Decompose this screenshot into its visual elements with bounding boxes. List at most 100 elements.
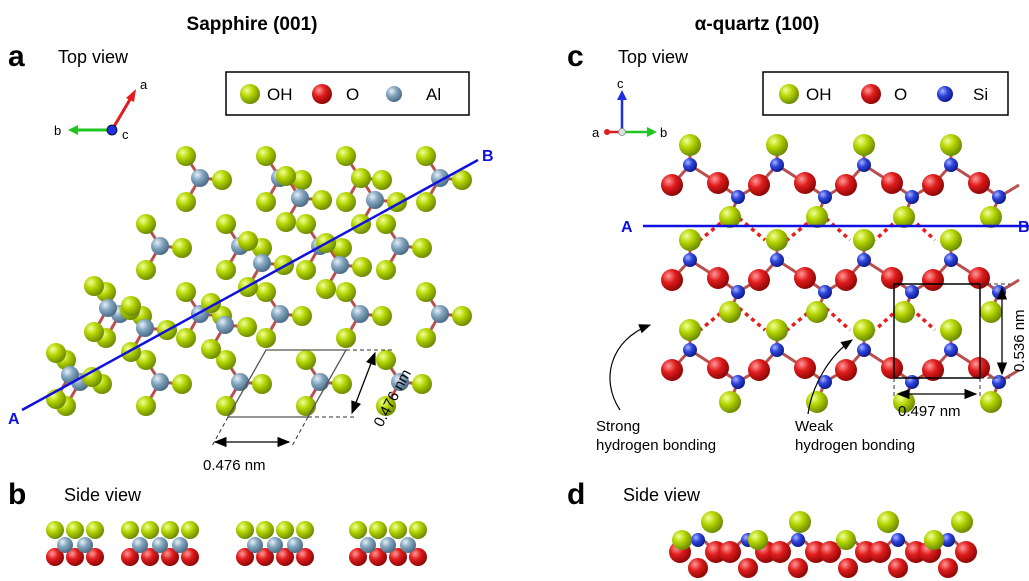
oh-atom bbox=[853, 229, 875, 251]
o-atom bbox=[707, 357, 729, 379]
o-atom bbox=[748, 359, 770, 381]
si-atom bbox=[683, 253, 697, 267]
o-atom bbox=[968, 172, 990, 194]
oh-atom bbox=[66, 521, 84, 539]
si-atom bbox=[791, 533, 805, 547]
oh-atom bbox=[256, 146, 276, 166]
al-atom bbox=[152, 537, 168, 553]
oh-atom bbox=[276, 166, 296, 186]
o-atom bbox=[661, 359, 683, 381]
si-atom bbox=[857, 253, 871, 267]
oh-atom bbox=[296, 396, 316, 416]
oh-atom bbox=[332, 374, 352, 394]
al-atom bbox=[191, 169, 209, 187]
oh-atom bbox=[296, 260, 316, 280]
oh-atom bbox=[924, 530, 944, 550]
panel-label-b: b bbox=[8, 478, 26, 511]
al-atom bbox=[61, 366, 79, 384]
al-atom bbox=[57, 537, 73, 553]
al-atom bbox=[99, 299, 117, 317]
oh-atom bbox=[766, 229, 788, 251]
o-atom bbox=[968, 357, 990, 379]
legend-si-label: Si bbox=[973, 85, 988, 104]
hydrogen-bond bbox=[731, 211, 767, 242]
oh-atom bbox=[332, 238, 352, 258]
oh-atom bbox=[82, 367, 102, 387]
oh-atom bbox=[352, 257, 372, 277]
sapphire-unit-cell bbox=[211, 349, 394, 448]
oh-atom bbox=[296, 350, 316, 370]
al-atom bbox=[216, 316, 234, 334]
oh-atom bbox=[172, 238, 192, 258]
hydrogen-bond bbox=[785, 301, 822, 332]
al-atom bbox=[253, 254, 271, 272]
si-atom bbox=[770, 343, 784, 357]
al-atom bbox=[331, 256, 349, 274]
o-atom bbox=[389, 548, 407, 566]
si-atom bbox=[905, 375, 919, 389]
cut-label-a-sapphire: A bbox=[8, 411, 20, 428]
si-atom bbox=[770, 253, 784, 267]
quartz-side-view bbox=[669, 511, 977, 578]
o-atom bbox=[835, 269, 857, 291]
view-label-d: Side view bbox=[623, 485, 701, 505]
al-atom bbox=[400, 537, 416, 553]
si-atom bbox=[818, 190, 832, 204]
oh-atom bbox=[201, 339, 221, 359]
si-atom bbox=[857, 343, 871, 357]
legend-sapphire: OH O Al bbox=[225, 71, 470, 116]
hydrogen-bond bbox=[903, 211, 937, 242]
al-atom bbox=[360, 537, 376, 553]
oh-atom bbox=[256, 282, 276, 302]
legend-o-swatch bbox=[312, 84, 332, 104]
legend-oh-label: OH bbox=[267, 85, 293, 104]
o-atom bbox=[661, 174, 683, 196]
oh-atom bbox=[141, 521, 159, 539]
o-atom bbox=[661, 269, 683, 291]
oh-atom bbox=[84, 322, 104, 342]
o-atom bbox=[955, 541, 977, 563]
oh-atom bbox=[389, 521, 407, 539]
al-atom bbox=[151, 237, 169, 255]
oh-atom bbox=[980, 206, 1002, 228]
si-atom bbox=[992, 375, 1006, 389]
cut-label-b-sapphire: B bbox=[482, 148, 494, 165]
si-atom bbox=[770, 158, 784, 172]
o-atom bbox=[922, 174, 944, 196]
o-atom bbox=[349, 548, 367, 566]
o-atom bbox=[236, 548, 254, 566]
legend-si-swatch bbox=[937, 86, 953, 102]
o-atom bbox=[788, 558, 808, 578]
oh-atom bbox=[789, 511, 811, 533]
title-sapphire: Sapphire (001) bbox=[187, 14, 318, 35]
oh-atom bbox=[176, 328, 196, 348]
oh-atom bbox=[376, 396, 396, 416]
o-atom bbox=[46, 548, 64, 566]
al-atom bbox=[287, 537, 303, 553]
o-atom bbox=[869, 541, 891, 563]
al-atom bbox=[231, 373, 249, 391]
al-atom bbox=[77, 537, 93, 553]
oh-atom bbox=[940, 229, 962, 251]
oh-atom bbox=[336, 192, 356, 212]
al-atom bbox=[291, 189, 309, 207]
oh-atom bbox=[980, 391, 1002, 413]
oh-atom bbox=[679, 134, 701, 156]
o-atom bbox=[707, 267, 729, 289]
oh-atom bbox=[296, 521, 314, 539]
oh-atom bbox=[86, 521, 104, 539]
oh-atom bbox=[748, 530, 768, 550]
si-atom bbox=[992, 190, 1006, 204]
o-atom bbox=[881, 267, 903, 289]
al-atom bbox=[136, 319, 154, 337]
al-atom bbox=[351, 305, 369, 323]
o-atom bbox=[968, 267, 990, 289]
oh-atom bbox=[176, 192, 196, 212]
panel-label-a: a bbox=[8, 40, 25, 73]
si-atom bbox=[941, 533, 955, 547]
si-atom bbox=[818, 285, 832, 299]
oh-atom bbox=[216, 396, 236, 416]
si-atom bbox=[944, 343, 958, 357]
oh-atom bbox=[416, 328, 436, 348]
si-atom bbox=[944, 158, 958, 172]
